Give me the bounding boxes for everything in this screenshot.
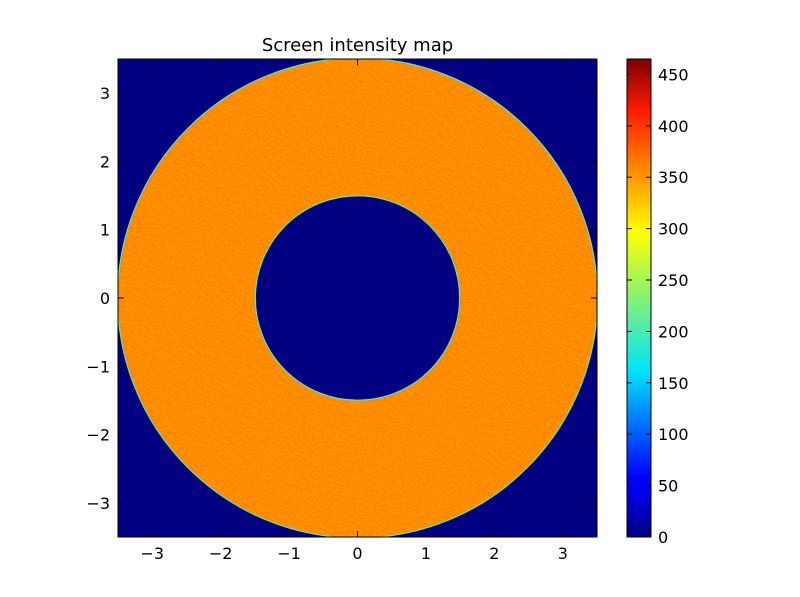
annulus-texture-light [120, 59, 597, 537]
colorbar-tick-label: 250 [658, 271, 689, 290]
colorbar-tick-label: 50 [658, 477, 678, 496]
colorbar-gradient [626, 58, 652, 538]
colorbar-tick-label: 450 [658, 65, 689, 84]
y-tick-label: −3 [86, 494, 110, 513]
plot-area [118, 59, 597, 537]
x-tick-label: −2 [209, 544, 233, 563]
y-tick-label: 3 [100, 84, 110, 103]
y-tick-label: −1 [86, 357, 110, 376]
x-tick-label: −1 [277, 544, 301, 563]
y-tick-label: 2 [100, 152, 110, 171]
colorbar-tick-label: 100 [658, 425, 689, 444]
colorbar-tick-label: 200 [658, 322, 689, 341]
colorbar: 0 50 100 150 200 250 300 350 400 450 [626, 58, 689, 547]
x-tick-label: 0 [352, 544, 362, 563]
y-tick-label: −2 [86, 426, 110, 445]
x-axis: −3 −2 −1 0 1 2 3 [140, 59, 568, 563]
y-axis: −3 −2 −1 0 1 2 3 [86, 84, 597, 513]
x-tick-label: 3 [558, 544, 568, 563]
colorbar-tick-label: 0 [658, 528, 668, 547]
chart-title: Screen intensity map [261, 35, 454, 56]
colorbar-tick-label: 300 [658, 220, 689, 239]
x-tick-label: 2 [489, 544, 499, 563]
colorbar-tick-label: 400 [658, 117, 689, 136]
colorbar-tick-label: 150 [658, 374, 689, 393]
y-tick-label: 0 [100, 289, 110, 308]
colorbar-tick-label: 350 [658, 168, 689, 187]
x-tick-label: 1 [421, 544, 431, 563]
x-tick-label: −3 [140, 544, 164, 563]
y-tick-label: 1 [100, 221, 110, 240]
